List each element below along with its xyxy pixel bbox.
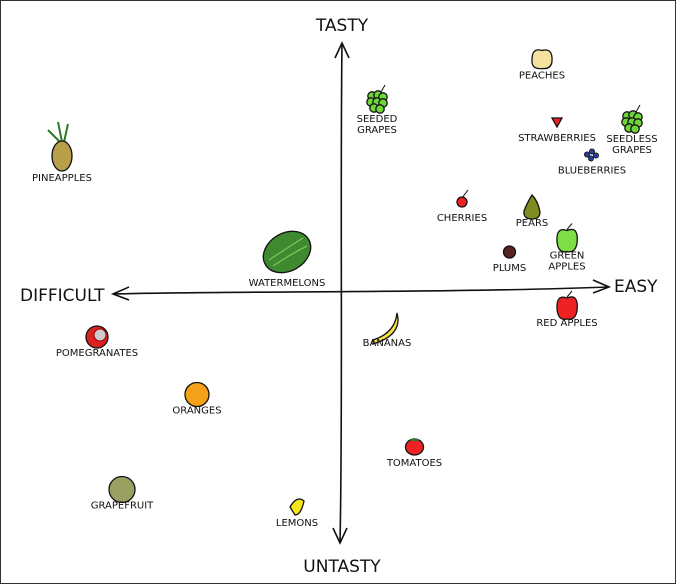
point-label: STRAWBERRIES (518, 133, 596, 144)
point-green-apples: GREEN APPLES (548, 223, 586, 273)
pear-icon (523, 193, 541, 220)
pineapple-icon (47, 121, 73, 172)
strawberry-icon (550, 117, 564, 129)
blueberries-icon (584, 148, 600, 162)
point-label: BLUEBERRIES (558, 166, 626, 177)
point-pears: PEARS (516, 193, 549, 229)
plum-icon (502, 245, 517, 259)
orange-icon (184, 381, 210, 408)
watermelon-icon (262, 230, 312, 274)
point-label: PEARS (516, 218, 549, 229)
point-label: WATERMELONS (249, 278, 326, 289)
point-label: TOMATOES (386, 458, 442, 469)
y-label-bottom: UNTASTY (303, 557, 381, 577)
x-label-left: DIFFICULT (20, 286, 105, 306)
grapefruit-icon (108, 475, 136, 504)
x-axis-arrow-left (110, 286, 130, 301)
points: PEACHES SEEDED GRAPES STRAWBERRIES SEEDLESS G… (32, 49, 658, 529)
point-red-apples: RED APPLES (536, 290, 598, 329)
axes: DIFFICULT EASY TASTY UNTASTY (20, 16, 658, 577)
banana-icon (372, 312, 399, 345)
peach-icon (531, 49, 553, 70)
point-strawberries: STRAWBERRIES (518, 117, 596, 144)
point-tomatoes: TOMATOES (386, 438, 442, 469)
point-oranges: ORANGES (172, 381, 222, 417)
point-seedless-grapes: SEEDLESS GRAPES (606, 104, 658, 156)
pomegranate-icon (85, 325, 109, 349)
point-label: GREEN APPLES (548, 251, 585, 273)
apple-icon (556, 223, 578, 253)
y-axis-arrow-top (334, 41, 350, 59)
apple-icon (556, 290, 578, 320)
y-label-top: TASTY (315, 16, 369, 36)
point-seeded-grapes: SEEDED GRAPES (357, 84, 398, 136)
point-bananas: BANANAS (363, 312, 412, 349)
point-label: SEEDED GRAPES (357, 114, 398, 136)
point-label: SEEDLESS GRAPES (606, 134, 657, 156)
y-axis-arrow-bottom (332, 527, 348, 545)
point-plums: PLUMS (493, 245, 526, 274)
point-grapefruit: GRAPEFRUIT (91, 475, 154, 512)
point-pineapples: PINEAPPLES (32, 121, 92, 184)
x-axis-arrow-right (592, 279, 612, 294)
point-lemons: LEMONS (276, 498, 318, 529)
cherry-icon (456, 189, 469, 208)
grapes-icon (366, 84, 388, 114)
point-watermelons: WATERMELONS (249, 230, 326, 289)
point-peaches: PEACHES (519, 49, 565, 82)
y-axis-line (339, 42, 343, 544)
point-label: LEMONS (276, 518, 318, 529)
point-label: ORANGES (172, 406, 221, 417)
tomato-icon (404, 438, 425, 456)
point-label: PINEAPPLES (32, 173, 92, 184)
point-cherries: CHERRIES (437, 189, 487, 224)
point-pomegranates: POMEGRANATES (56, 325, 138, 359)
point-label: GRAPEFRUIT (91, 501, 154, 512)
point-label: PLUMS (493, 263, 526, 274)
point-label: BANANAS (363, 338, 412, 349)
point-label: RED APPLES (536, 318, 597, 329)
point-blueberries: BLUEBERRIES (558, 148, 626, 177)
lemon-icon (289, 498, 305, 516)
point-label: PEACHES (519, 71, 565, 82)
x-axis-line (112, 286, 610, 295)
grapes-icon (621, 104, 643, 134)
point-label: CHERRIES (437, 213, 487, 224)
point-label: POMEGRANATES (56, 348, 138, 359)
x-label-right: EASY (614, 277, 658, 297)
